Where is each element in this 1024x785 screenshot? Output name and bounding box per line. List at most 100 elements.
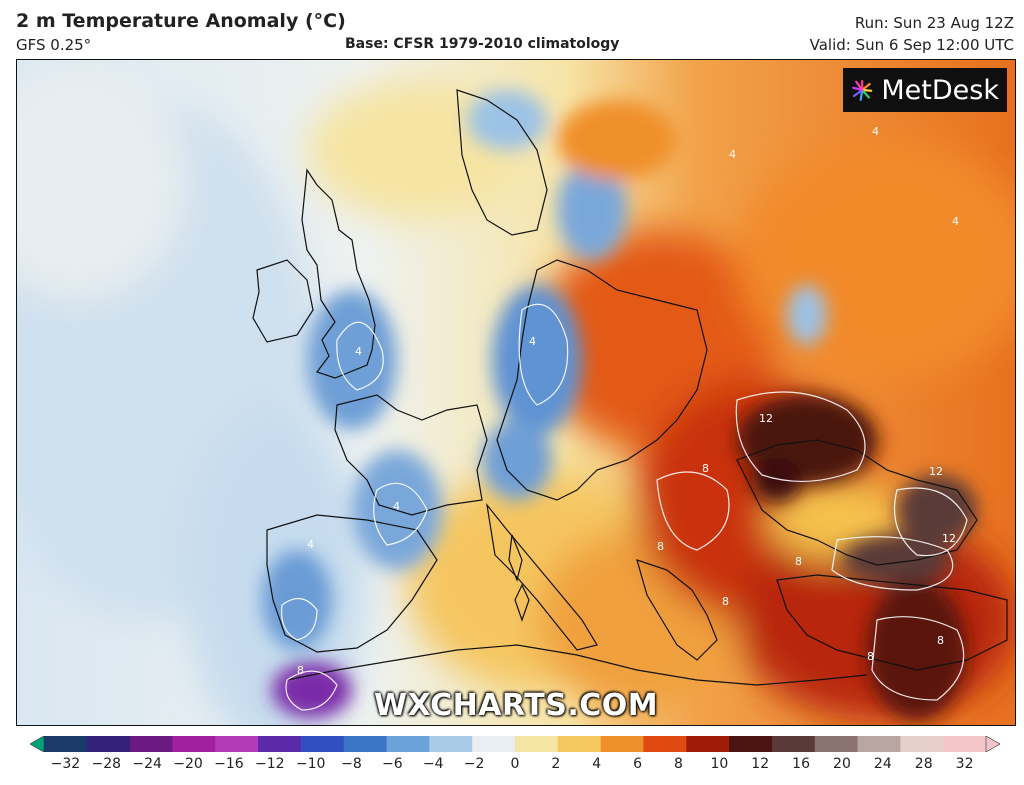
- colorbar-min-arrow: [30, 736, 45, 752]
- colorbar-segment: [472, 736, 516, 752]
- contour-label: 8: [702, 462, 709, 475]
- contour-lines: [280, 303, 968, 711]
- coastlines: [252, 89, 1008, 686]
- colorbar-segment: [857, 736, 901, 752]
- colorbar-tick-label: −6: [382, 756, 403, 772]
- contour-label: 12: [942, 532, 956, 545]
- contour-line: [373, 482, 428, 546]
- colorbar-tick-label: 20: [833, 756, 851, 772]
- colorbar: [30, 736, 1000, 752]
- colorbar-tick-label: −2: [463, 756, 485, 772]
- anomaly-field-detail: [262, 90, 977, 720]
- colorbar-segment: [771, 736, 816, 752]
- contour-label: 8: [937, 634, 944, 647]
- metdesk-logo-text: MetDesk: [881, 74, 999, 106]
- contour-label: 8: [297, 664, 304, 677]
- colorbar-tick-label: 2: [551, 756, 561, 772]
- colorbar-tick-label: −20: [173, 756, 203, 772]
- contour-line: [831, 536, 954, 591]
- contour-line: [518, 303, 569, 406]
- chart-title: 2 m Temperature Anomaly (°C): [16, 10, 346, 32]
- colorbar-tick-label: −10: [295, 756, 326, 772]
- colorbar-max-arrow: [985, 736, 1000, 752]
- contour-label: 4: [872, 125, 879, 138]
- corsica-sardinia-coast: [508, 534, 530, 622]
- contour-label: 4: [393, 500, 400, 513]
- colorbar-tick-label: 0: [510, 756, 520, 772]
- anomaly-map: 4 4 4 4 4 4 4 8 8 8 8 8 8 12 12 12 8: [16, 59, 1016, 726]
- colorbar-tick-label: 8: [674, 756, 683, 772]
- metdesk-logo-icon: [852, 79, 873, 101]
- colorbar-segment: [814, 736, 859, 752]
- scandinavia-coast: [456, 89, 548, 236]
- colorbar-segment: [600, 736, 644, 752]
- contour-label: 4: [355, 345, 362, 358]
- contour-label: 12: [929, 465, 943, 478]
- colorbar-tick-label: 16: [792, 756, 811, 772]
- colorbar-segment: [686, 736, 730, 752]
- france-coast: [334, 394, 488, 516]
- colorbar-segment: [172, 736, 216, 752]
- colorbar-tick-label: 32: [955, 756, 974, 772]
- black-sea-coast: [736, 439, 978, 566]
- contour-label: 8: [867, 650, 874, 663]
- valid-time-label: Valid: Sun 6 Sep 12:00 UTC: [809, 36, 1014, 54]
- colorbar-segment: [429, 736, 473, 752]
- colorbar-segment: [943, 736, 986, 752]
- contour-line: [735, 391, 866, 482]
- contour-label: 4: [952, 215, 959, 228]
- colorbar-segment: [729, 736, 773, 752]
- colorbar-tick-label: −4: [422, 756, 444, 772]
- colorbar-tick-label: −8: [341, 756, 362, 772]
- colorbar-segment: [86, 736, 131, 752]
- contour-line: [336, 321, 384, 391]
- colorbar-segment: [643, 736, 687, 752]
- map-canvas: 4 4 4 4 4 4 4 8 8 8 8 8 8 12 12 12 8: [17, 60, 1015, 725]
- wxcharts-watermark: WXCHARTS.COM: [374, 688, 659, 723]
- contour-line: [871, 616, 965, 701]
- colorbar-segment: [386, 736, 430, 752]
- ireland-coast: [252, 259, 314, 343]
- contour-label: 8: [795, 555, 802, 568]
- colorbar-segment: [343, 736, 388, 752]
- contour-label: 12: [759, 412, 773, 425]
- anatolia-coast: [776, 574, 1008, 671]
- contour-line: [893, 487, 968, 557]
- contour-label: 8: [657, 540, 664, 553]
- contour-label: 8: [722, 595, 729, 608]
- italy-coast: [486, 502, 598, 651]
- climatology-base-label: Base: CFSR 1979-2010 climatology: [345, 36, 620, 52]
- colorbar-segment: [44, 736, 88, 752]
- colorbar-segment: [557, 736, 602, 752]
- colorbar-tick-label: 24: [873, 756, 892, 772]
- colorbar-segment: [900, 736, 944, 752]
- north-africa-coast: [286, 644, 868, 686]
- contour-label: 4: [307, 538, 314, 551]
- colorbar-tick-label: 28: [914, 756, 933, 772]
- colorbar-segment: [215, 736, 259, 752]
- contour-label-group: 4 4 4 4 4 4 4 8 8 8 8 8 8 12 12 12 8: [297, 125, 959, 677]
- iberia-coast: [266, 514, 438, 653]
- colorbar-tick-label: 10: [710, 756, 729, 772]
- colorbar-ticks: −32 −28 −24 −20 −16 −12 −10 −8 −6 −4 −2 0 2 4 6 8 10 12 16…: [0, 756, 1024, 778]
- colorbar-tick-label: −32: [50, 756, 81, 772]
- run-time-label: Run: Sun 23 Aug 12Z: [854, 14, 1014, 32]
- contour-line: [280, 598, 318, 641]
- contour-line: [656, 471, 730, 551]
- great-britain-coast: [301, 168, 376, 379]
- balkan-coast: [636, 559, 718, 661]
- model-label: GFS 0.25°: [16, 36, 92, 54]
- contour-label: 4: [529, 335, 536, 348]
- colorbar-tick-label: −12: [254, 756, 285, 772]
- colorbar-tick-label: 12: [751, 756, 770, 772]
- colorbar-segment: [300, 736, 345, 752]
- metdesk-logo: MetDesk: [843, 68, 1007, 112]
- contour-label: 4: [729, 148, 736, 161]
- colorbar-tick-label: 4: [592, 756, 602, 772]
- colorbar-segment: [515, 736, 559, 752]
- colorbar-tick-label: −28: [91, 756, 122, 772]
- colorbar-tick-label: 6: [633, 756, 643, 772]
- colorbar-tick-label: −16: [214, 756, 244, 772]
- colorbar-segment: [258, 736, 302, 752]
- contour-line: [285, 670, 338, 711]
